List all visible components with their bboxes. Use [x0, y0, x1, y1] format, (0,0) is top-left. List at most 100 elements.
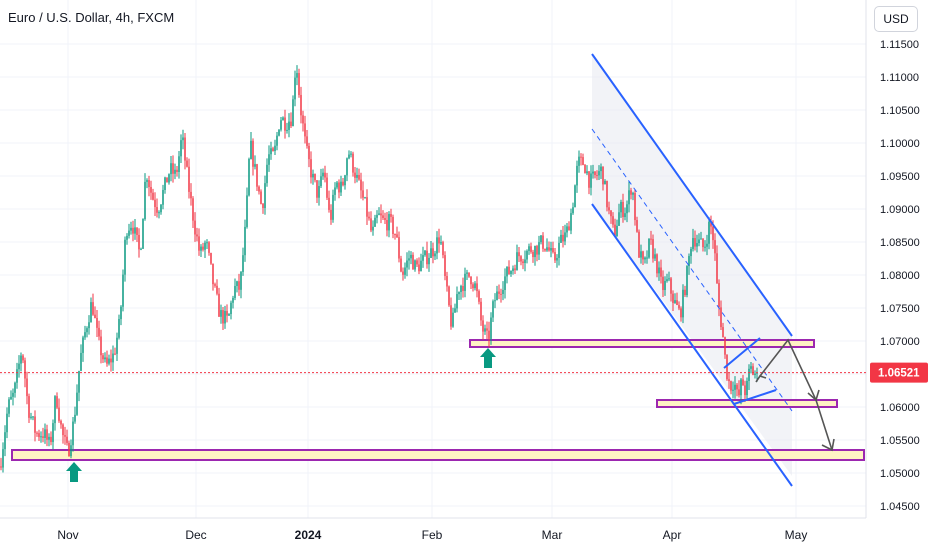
candle-body [138, 234, 140, 250]
candle-body [346, 158, 348, 176]
candle-body [86, 328, 88, 333]
candle-body [482, 320, 484, 332]
candle-body [384, 218, 386, 220]
candle-body [324, 172, 326, 178]
candle-body [270, 148, 272, 155]
candle-body [162, 189, 164, 205]
candle-body [730, 381, 732, 391]
candle-body [154, 199, 156, 208]
candle-body [26, 378, 28, 397]
candle-body [212, 263, 214, 285]
candle-body [748, 368, 750, 381]
candle-body [196, 234, 198, 237]
candle-body [556, 257, 558, 261]
candle-body [10, 396, 12, 400]
candle-body [430, 248, 432, 258]
candle-body [496, 291, 498, 301]
candle-body [598, 171, 600, 176]
candle-body [96, 317, 98, 328]
buy-marker-feb [480, 348, 496, 368]
candle-body [38, 433, 40, 438]
candle-body [626, 204, 628, 214]
candle-body [98, 327, 100, 337]
candle-body [620, 201, 622, 213]
candle-body [180, 140, 182, 157]
candle-body [70, 445, 72, 457]
candle-body [520, 256, 522, 262]
candle-body [262, 203, 264, 209]
candle-body [414, 260, 416, 270]
candle-body [8, 399, 10, 414]
candle-body [502, 289, 504, 295]
candle-body [630, 190, 632, 195]
arrow-head-mid [807, 389, 820, 402]
candle-body [410, 254, 412, 259]
candle-body [644, 257, 646, 260]
candle-body [30, 416, 32, 418]
candle-body [486, 328, 488, 331]
candle-body [368, 216, 370, 219]
wedge-lower-line [733, 389, 777, 405]
candle-body [298, 73, 300, 95]
candle-body [266, 164, 268, 184]
candle-body [62, 424, 64, 436]
candle-body [522, 261, 524, 264]
candle-body [406, 260, 408, 268]
candle-body [558, 242, 560, 258]
y-tick-label: 1.09000 [880, 204, 920, 216]
candle-body [458, 292, 460, 295]
candle-body [60, 420, 62, 425]
candle-body [64, 435, 66, 437]
candle-body [750, 366, 752, 369]
candle-body [738, 389, 740, 396]
candle-body [698, 239, 700, 244]
candle-body [576, 165, 578, 186]
candle-body [254, 164, 256, 167]
candle-body [670, 278, 672, 294]
currency-button[interactable]: USD [874, 6, 918, 32]
candle-body [46, 429, 48, 440]
candle-body [440, 242, 442, 244]
candle-body [234, 285, 236, 298]
candle-body [506, 266, 508, 277]
candle-body [672, 293, 674, 303]
candle-body [304, 123, 306, 137]
candle-body [90, 302, 92, 323]
candle-body [718, 283, 720, 308]
candle-body [530, 246, 532, 252]
candle-body [172, 163, 174, 174]
candle-body [126, 235, 128, 240]
candle-body [624, 213, 626, 217]
candle-body [462, 286, 464, 291]
candle-body [640, 251, 642, 258]
candle-body [754, 373, 756, 375]
candle-body [424, 250, 426, 256]
candle-body [394, 233, 396, 235]
candle-body [642, 251, 644, 260]
candle-body [438, 237, 440, 244]
candle-body [28, 396, 30, 418]
candle-body [466, 272, 468, 274]
candle-body [336, 182, 338, 188]
candle-body [650, 238, 652, 240]
candle-body [468, 272, 470, 277]
candle-body [390, 214, 392, 217]
candle-body [42, 436, 44, 438]
x-tick-label: Feb [422, 528, 443, 542]
candle-body [78, 370, 80, 393]
y-tick-label: 1.08000 [880, 270, 920, 282]
candle-body [218, 293, 220, 317]
candle-body [484, 328, 486, 332]
candle-body [548, 247, 550, 251]
candle-body [386, 219, 388, 231]
candle-body [528, 246, 530, 251]
candle-body [636, 220, 638, 232]
candle-body [680, 308, 682, 318]
candle-body [250, 140, 252, 160]
candle-body [512, 268, 514, 272]
candle-body [164, 177, 166, 190]
candle-body [150, 187, 152, 193]
candle-body [436, 237, 438, 254]
